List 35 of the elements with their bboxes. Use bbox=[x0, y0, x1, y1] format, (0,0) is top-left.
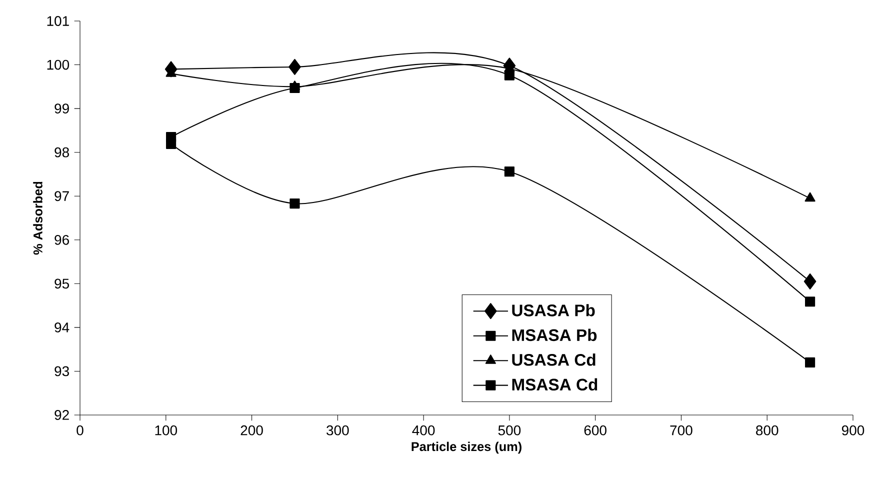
y-tick-label: 93 bbox=[54, 366, 69, 376]
y-tick-label: 95 bbox=[54, 278, 70, 289]
legend-label: USASA Pb bbox=[512, 304, 595, 316]
point bbox=[804, 192, 816, 202]
y-tick-label: 97 bbox=[54, 191, 69, 202]
y-tick-label: 99 bbox=[54, 104, 69, 114]
x-tick-label: 300 bbox=[326, 425, 349, 436]
x-tick-label: 600 bbox=[584, 425, 606, 436]
y-axis-title: % Adsorbed bbox=[33, 182, 42, 255]
y-tick-label: 96 bbox=[54, 234, 69, 245]
legend-label: MSASA Cd bbox=[512, 378, 598, 391]
y-tick-label: 92 bbox=[54, 410, 69, 420]
x-tick-label: 900 bbox=[842, 425, 864, 436]
x-tick-label: 800 bbox=[756, 425, 778, 436]
point bbox=[166, 138, 176, 150]
x-tick-label: 100 bbox=[155, 425, 178, 436]
legend-label: MSASA Pb bbox=[512, 328, 597, 342]
y-tick-label: 94 bbox=[54, 322, 70, 332]
point bbox=[504, 166, 514, 177]
point bbox=[804, 273, 816, 290]
point bbox=[289, 80, 300, 90]
x-tick-label: 700 bbox=[670, 425, 692, 436]
y-tick-label: 100 bbox=[47, 60, 70, 70]
point bbox=[805, 296, 816, 307]
x-tick-label: 500 bbox=[498, 425, 521, 436]
x-axis-title: Particle sizes (um) bbox=[412, 442, 522, 454]
point bbox=[805, 357, 816, 368]
y-tick-label: 98 bbox=[54, 147, 69, 158]
legend-label: USASA Cd bbox=[512, 354, 596, 366]
x-tick-label: 200 bbox=[240, 425, 263, 436]
y-tick-label: 101 bbox=[47, 16, 69, 26]
point bbox=[290, 198, 300, 209]
point bbox=[288, 58, 301, 76]
x-tick-label: 400 bbox=[412, 425, 435, 436]
x-tick-label: 0 bbox=[76, 425, 84, 436]
